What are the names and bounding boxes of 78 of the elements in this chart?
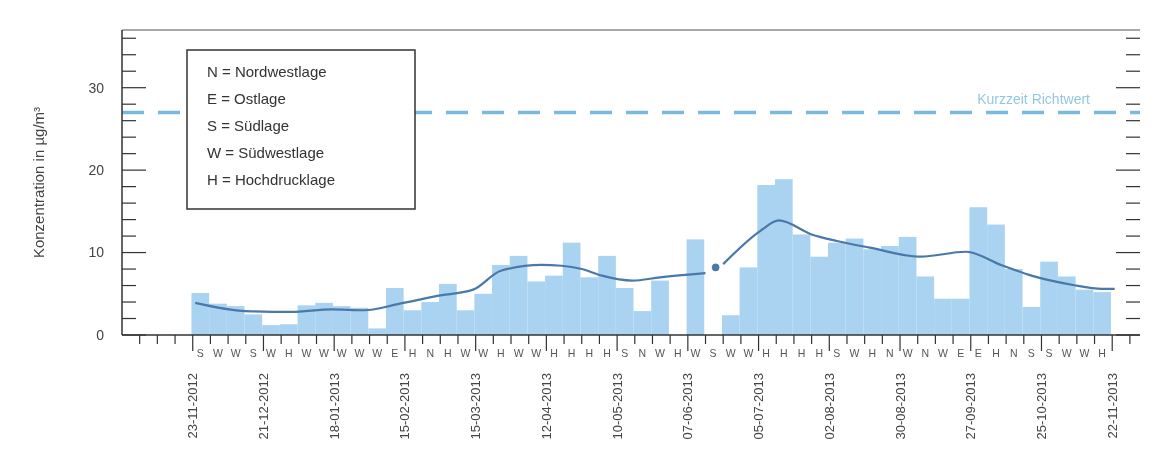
text: W — [460, 347, 471, 359]
y-axis-title: Konzentration in µg/m³ — [30, 106, 47, 259]
x-tick-label: 18-01-2013 — [326, 373, 342, 440]
text: N — [886, 347, 894, 359]
text: H — [815, 347, 823, 359]
text: S — [1045, 347, 1053, 359]
y-tick-label: 20 — [88, 162, 105, 179]
text: W — [531, 347, 542, 359]
text: N — [921, 347, 930, 359]
x-tick-label: 02-08-2013 — [821, 373, 837, 440]
x-tick-label: 23-11-2012 — [185, 373, 201, 439]
x-tick-label: 25-10-2013 — [1034, 373, 1050, 440]
x-tick-label: 27-09-2013 — [963, 373, 979, 440]
x-tick-label: 15-02-2013 — [397, 373, 413, 440]
text: W — [1079, 347, 1090, 359]
annotation: W = Südwestlage — [207, 144, 325, 161]
text: H — [673, 347, 682, 359]
text: W — [849, 347, 860, 359]
text: H — [284, 347, 293, 359]
text: N — [426, 347, 434, 359]
text: W — [725, 347, 736, 359]
text: W — [902, 347, 913, 359]
text: S — [1027, 347, 1035, 359]
text: H — [992, 347, 1000, 359]
text: W — [938, 347, 949, 359]
x-tick-label: 12-04-2013 — [538, 373, 554, 440]
text: W — [372, 347, 383, 359]
annotation: E = Ostlage — [207, 90, 286, 107]
ref-line-label: Kurzzeit Richtwert — [977, 91, 1091, 108]
x-tick-label: 05-07-2013 — [751, 373, 767, 440]
annotation: H = Hochdrucklage — [207, 171, 335, 188]
text: H — [762, 347, 770, 359]
annotation: S = Südlage — [207, 117, 290, 134]
text: E — [974, 347, 982, 359]
text: W — [690, 347, 701, 359]
text: S — [249, 347, 257, 359]
text: N — [1009, 347, 1018, 359]
text: H — [497, 347, 505, 359]
text: W — [1061, 347, 1072, 359]
text: S — [196, 347, 204, 359]
text: W — [478, 347, 489, 359]
text: H — [550, 347, 558, 359]
x-tick-label: 10-05-2013 — [609, 373, 625, 440]
x-tick-label: 07-06-2013 — [680, 373, 696, 440]
text: W — [319, 347, 330, 359]
y-tick-label: 0 — [96, 326, 105, 343]
text: W — [513, 347, 524, 359]
text: W — [655, 347, 666, 359]
text: W — [301, 347, 312, 359]
x-tick-label: 15-03-2013 — [468, 373, 484, 440]
text: W — [743, 347, 754, 359]
text: H — [585, 347, 594, 359]
text: H — [1098, 347, 1106, 359]
y-tick-label: 30 — [88, 79, 105, 96]
text: H — [408, 347, 417, 359]
text: W — [213, 347, 224, 359]
text: H — [780, 347, 788, 359]
text: H — [603, 347, 611, 359]
x-tick-label: 21-12-2012 — [256, 373, 272, 440]
x-tick-label: 22-11-2013 — [1104, 373, 1120, 439]
text: N — [638, 347, 647, 359]
text: S — [709, 347, 717, 359]
annotation: N = Nordwestlage — [207, 63, 327, 80]
text: S — [833, 347, 841, 359]
text: H — [868, 347, 877, 359]
text: W — [336, 347, 347, 359]
text: S — [621, 347, 629, 359]
text: H — [567, 347, 576, 359]
text: W — [354, 347, 365, 359]
text: W — [230, 347, 241, 359]
text: W — [266, 347, 277, 359]
x-tick-label: 30-08-2013 — [892, 373, 908, 440]
y-tick-label: 10 — [88, 244, 105, 261]
text: H — [797, 347, 806, 359]
bar — [686, 239, 705, 335]
text: E — [957, 347, 965, 359]
text: H — [444, 347, 452, 359]
text: E — [391, 347, 399, 359]
